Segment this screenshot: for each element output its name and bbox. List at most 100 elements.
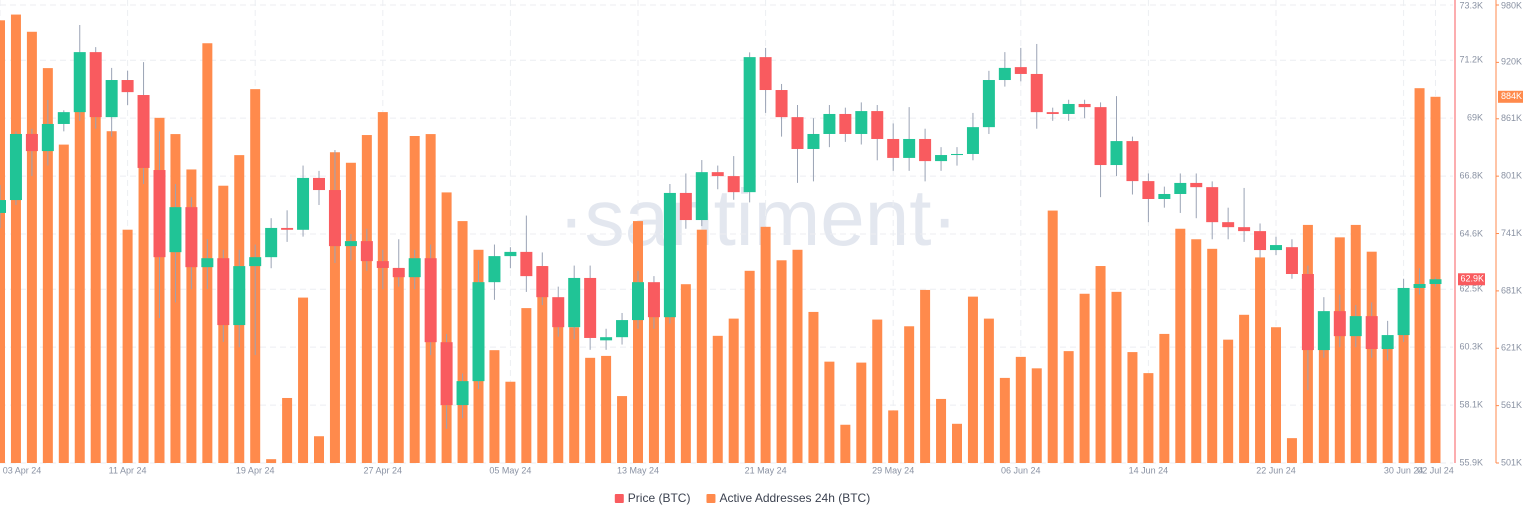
candle-body: [1285, 247, 1298, 275]
candle-body: [121, 80, 134, 93]
candle-body: [41, 123, 54, 152]
bar: [1031, 368, 1042, 463]
candle-body: [552, 297, 565, 328]
bar: [920, 289, 931, 463]
candle-body: [1206, 187, 1219, 223]
y-tick-label: 71.2K: [1459, 55, 1483, 65]
legend-item: Price (BTC): [614, 491, 691, 505]
candle-body: [966, 127, 979, 154]
price-tag: [1458, 273, 1485, 286]
bar: [361, 135, 372, 463]
candle-body: [137, 95, 150, 168]
bar: [74, 110, 85, 463]
legend-swatch: [706, 494, 716, 503]
bar: [1223, 339, 1234, 463]
y2-tick-label: 561K: [1501, 400, 1522, 410]
bar: [1271, 327, 1281, 463]
candle-body: [440, 342, 453, 406]
candle-body: [1333, 311, 1346, 337]
y-tick-label: 55.9K: [1459, 457, 1483, 467]
candle-body: [9, 133, 22, 201]
bar: [298, 297, 309, 463]
candle-body: [1158, 193, 1171, 199]
bar: [1286, 438, 1297, 463]
x-tick-label: 03 Apr 24: [3, 465, 42, 475]
bar: [521, 308, 532, 463]
x-tick-label: 13 May 24: [617, 465, 659, 475]
bar: [1015, 356, 1026, 463]
candle-body: [57, 112, 70, 124]
x-tick-label: 22 Jun 24: [1256, 465, 1296, 475]
y2-tick-label: 501K: [1501, 457, 1522, 467]
bar: [282, 397, 293, 463]
bar: [42, 68, 53, 463]
legend-label: Active Addresses 24h (BTC): [719, 491, 870, 505]
candle-body: [823, 113, 836, 134]
y-tick-label: 66.8K: [1459, 170, 1483, 180]
candle-body: [791, 117, 804, 149]
candle-body: [73, 52, 86, 113]
bar: [952, 423, 962, 463]
candle-body: [632, 282, 644, 321]
candle-body: [1301, 274, 1314, 351]
bar: [680, 284, 691, 463]
candle-body: [663, 192, 676, 318]
bar: [1175, 228, 1186, 463]
bar: [537, 266, 548, 463]
bar: [505, 381, 516, 463]
candle-body: [695, 172, 708, 221]
candle-body: [600, 337, 613, 341]
candle-body: [344, 241, 357, 247]
bar: [1207, 248, 1218, 463]
candle-body: [1349, 316, 1362, 337]
y2-tick-label: 920K: [1501, 57, 1522, 67]
bar: [1095, 266, 1106, 463]
bar: [10, 14, 21, 464]
candle-body: [424, 258, 437, 343]
y2-tick-label: 980K: [1501, 0, 1522, 10]
bar: [186, 169, 197, 463]
x-tick-label: 06 Jun 24: [1001, 465, 1041, 475]
bar: [936, 398, 947, 463]
candle-body: [647, 282, 660, 318]
legend-label: Price (BTC): [628, 491, 691, 505]
candle-body: [1014, 67, 1027, 74]
x-tick-label: 02 Jul 24: [1417, 465, 1454, 475]
bar: [633, 221, 643, 463]
candle-body: [89, 52, 102, 118]
bar: [1127, 352, 1138, 463]
candle-body: [1222, 222, 1235, 228]
candle-body: [536, 266, 549, 298]
candle-body: [903, 138, 916, 158]
candle-body: [568, 277, 581, 328]
candle-body: [1429, 279, 1442, 285]
candle-body: [1397, 287, 1410, 336]
bar: [792, 249, 803, 463]
value-tag: [1498, 90, 1523, 103]
bar: [569, 327, 580, 463]
candle-body: [1190, 182, 1203, 188]
bar: [266, 459, 277, 463]
watermark: ·santiment·: [558, 173, 958, 262]
bar: [967, 296, 978, 463]
candle-body: [727, 176, 740, 193]
candle-body: [328, 190, 341, 247]
bar: [138, 106, 149, 464]
candle-body: [1270, 245, 1282, 251]
legend-swatch: [614, 494, 624, 503]
candle-body: [887, 138, 900, 158]
candle-body: [839, 113, 852, 134]
candle-body: [233, 266, 246, 326]
bar: [1143, 373, 1154, 463]
bar: [904, 326, 915, 463]
candle-body: [281, 227, 294, 230]
candle-body: [775, 90, 788, 118]
bar: [122, 229, 133, 463]
bar: [585, 357, 596, 463]
bar: [744, 270, 755, 463]
bar: [489, 350, 500, 463]
bar: [1063, 351, 1074, 463]
bar: [856, 362, 867, 463]
candle-body: [265, 227, 278, 258]
